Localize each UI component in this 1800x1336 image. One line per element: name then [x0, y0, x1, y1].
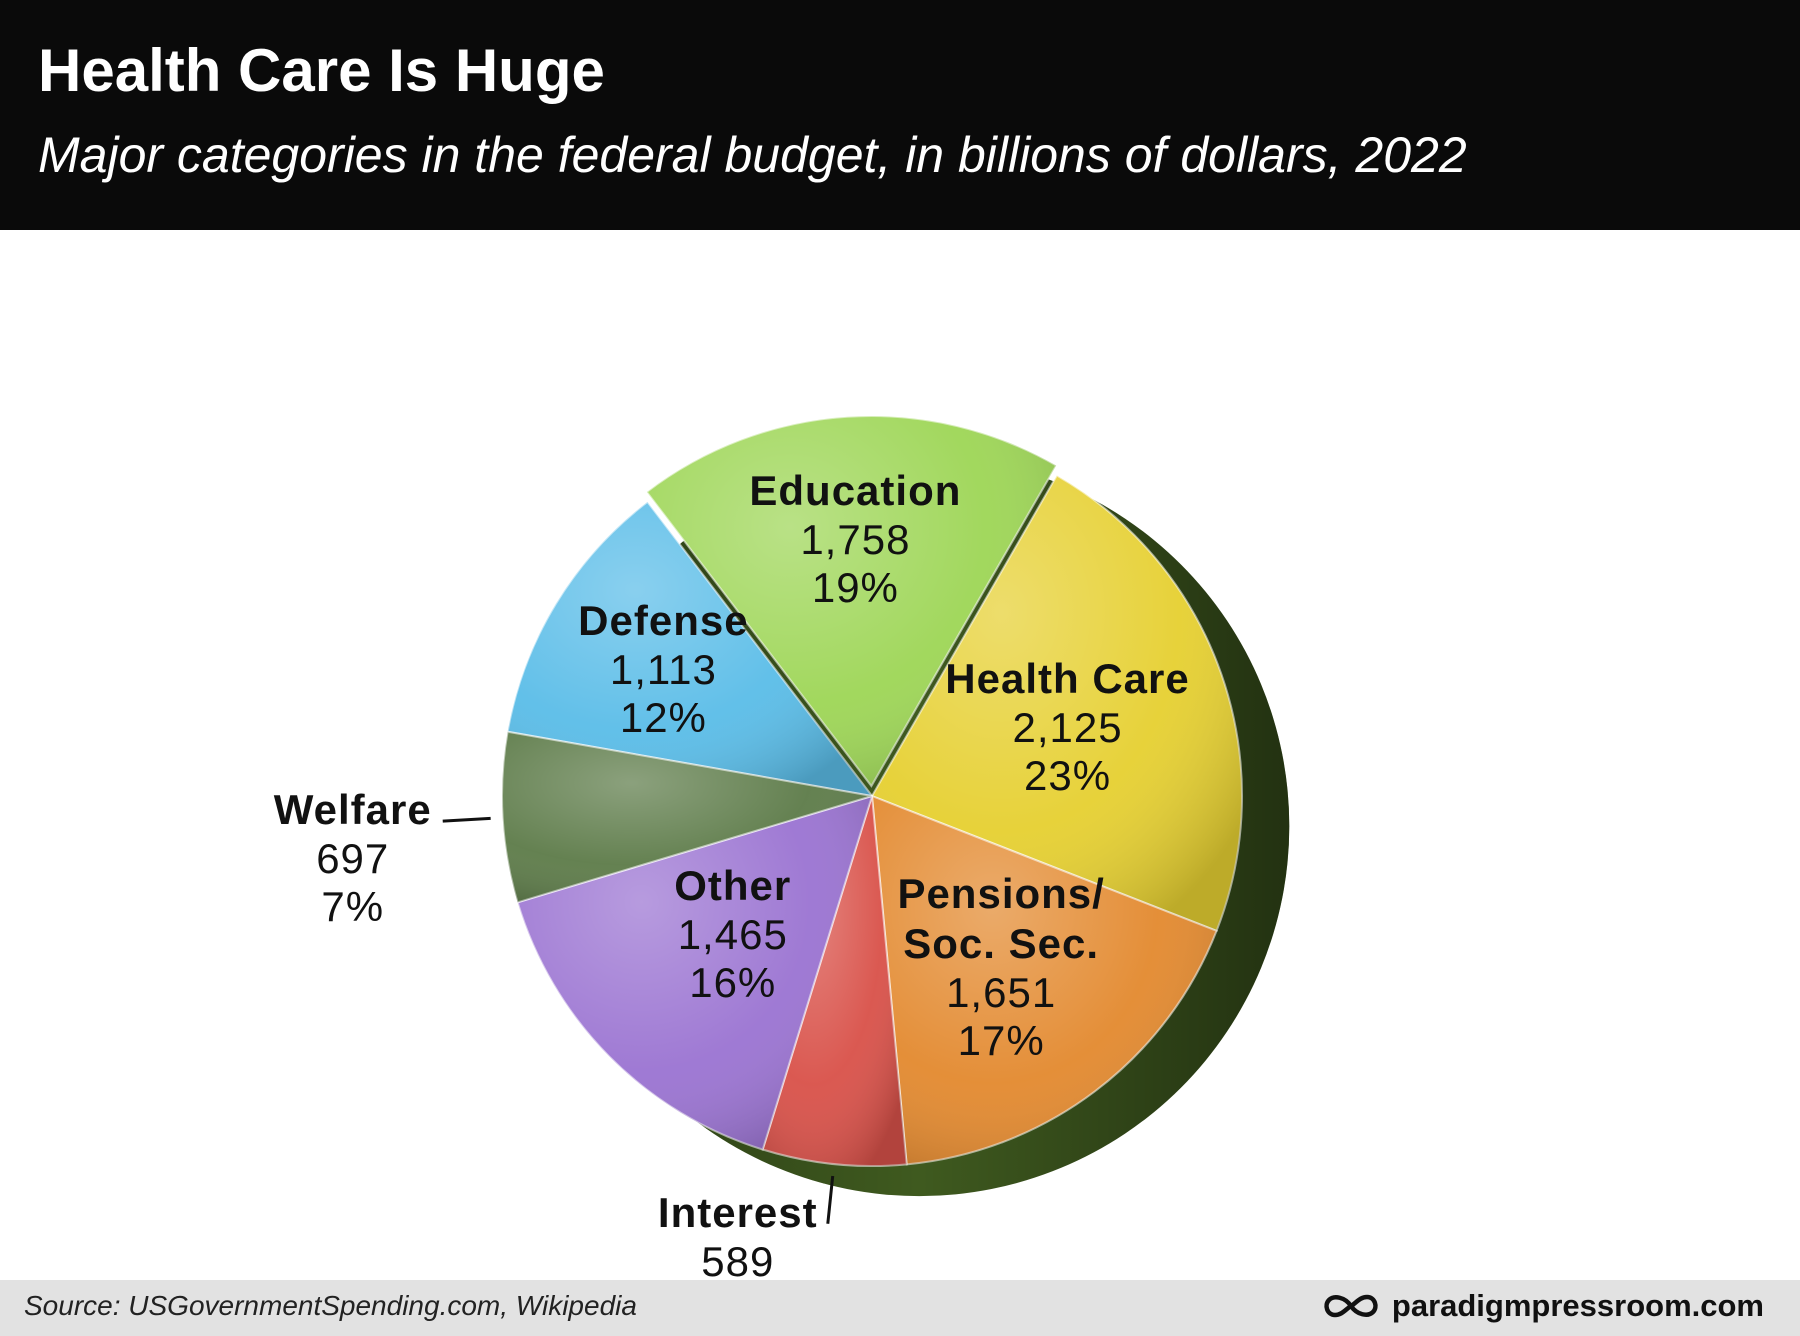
slice-label-name: Education — [749, 466, 962, 514]
leader-line-welfare — [442, 816, 491, 823]
slice-label-percent: 16% — [689, 959, 777, 1007]
slice-label-health-care: Health Care 2,125 23% — [945, 654, 1189, 800]
header-banner: Health Care Is Huge Major categories in … — [0, 0, 1800, 230]
slice-label-defense: Defense 1,113 12% — [578, 596, 748, 742]
slice-label-other: Other 1,465 16% — [674, 861, 791, 1007]
pie-slice-shine-pensions-soc-sec — [872, 796, 1217, 1165]
slice-label-pensions-soc-sec: Pensions/Soc. Sec. 1,651 17% — [897, 869, 1104, 1065]
leader-line-interest — [826, 1175, 835, 1224]
slice-label-percent: 7% — [321, 883, 385, 931]
brand-name: paradigmpressroom.com — [1391, 1288, 1764, 1323]
slice-label-education: Education 1,758 19% — [749, 466, 961, 612]
slice-label-name: Welfare — [273, 786, 432, 834]
pie-slice-shine-defense — [507, 501, 872, 796]
pie-chart: Defense 1,113 12% Education 1,758 19% Health C… — [0, 230, 1800, 1333]
slice-label-value: 1,651 — [946, 969, 1057, 1017]
slice-label-percent: 19% — [811, 563, 899, 611]
slice-label-value: 2,125 — [1012, 704, 1123, 752]
slice-label-value: 589 — [701, 1237, 775, 1285]
pie-slice-shine-other — [517, 796, 872, 1150]
slice-label-percent: 23% — [1023, 752, 1112, 800]
chart-title: Health Care Is Huge — [38, 37, 605, 104]
slice-label-name: Interest — [657, 1188, 818, 1236]
slice-label-value: 1,113 — [609, 646, 717, 694]
pie-slice-shine-health-care — [872, 475, 1242, 931]
source-note: Source: USGovernmentSpending.com, Wikipe… — [24, 1290, 637, 1321]
slice-label-percent: 12% — [619, 694, 707, 742]
pie-slice-shine-education — [646, 416, 1057, 787]
footer-bar: Source: USGovernmentSpending.com, Wikipe… — [0, 1280, 1800, 1336]
slice-label-name: Pensions/ — [897, 870, 1105, 918]
slice-label-name: Health Care — [945, 655, 1190, 703]
pie-slice-shine-welfare — [502, 731, 872, 903]
pie-slice-shine-interest — [762, 796, 907, 1166]
slice-label-name: Defense — [578, 597, 749, 645]
brand[interactable]: paradigmpressroom.com — [1322, 1288, 1764, 1324]
infinity-icon — [1324, 1294, 1378, 1318]
slice-label-percent: 17% — [957, 1017, 1045, 1065]
slice-label-value: 697 — [316, 835, 390, 883]
slice-label-value: 1,758 — [800, 515, 911, 563]
slice-label-name: Soc. Sec. — [903, 920, 1100, 968]
slice-label-welfare: Welfare 697 7% — [274, 785, 432, 931]
slice-label-value: 1,465 — [677, 911, 788, 959]
chart-subtitle: Major categories in the federal budget, … — [38, 127, 1467, 183]
slice-label-name: Other — [674, 862, 792, 910]
pie-chart-svg — [442, 415, 1290, 1224]
